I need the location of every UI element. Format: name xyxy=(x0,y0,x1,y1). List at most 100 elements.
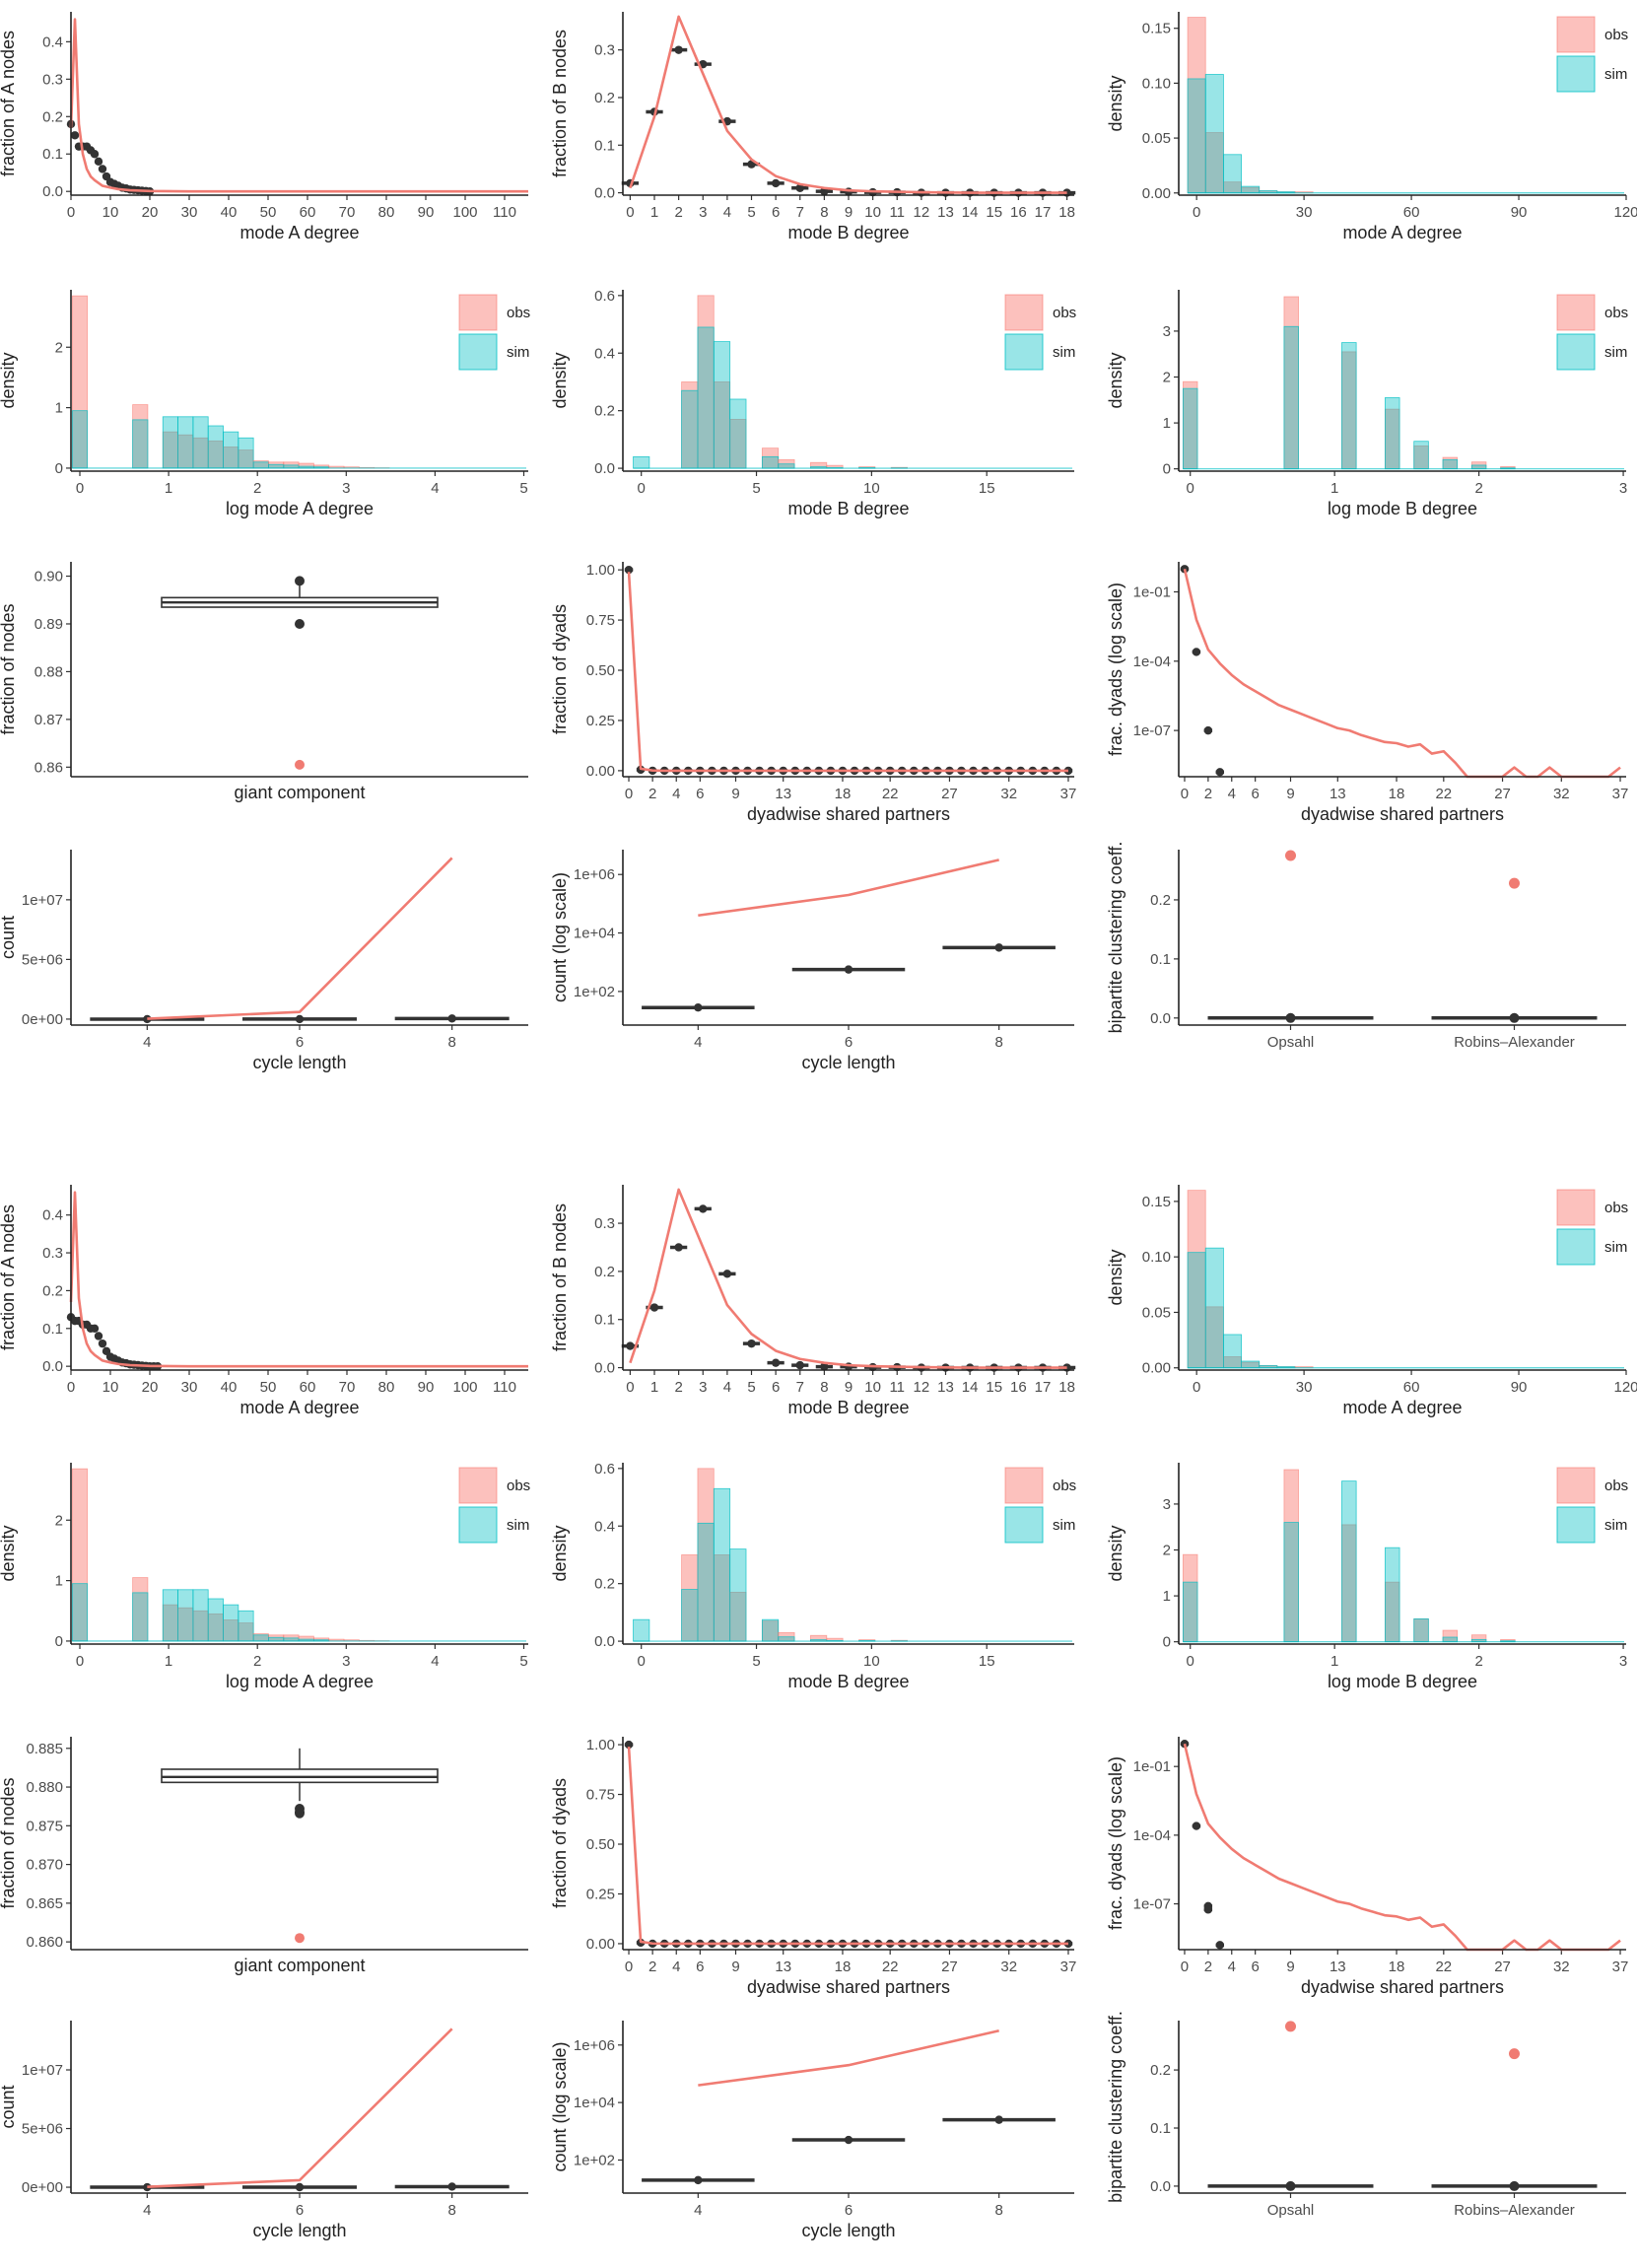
x-tick-label: 10 xyxy=(863,480,880,497)
y-tick-label: 0.6 xyxy=(594,1461,615,1478)
x-axis-title: dyadwise shared partners xyxy=(747,804,950,824)
sim-point xyxy=(795,1360,804,1370)
y-axis-title: fraction of nodes xyxy=(0,1777,18,1908)
x-axis-category: giant component xyxy=(234,783,365,802)
x-tick-label: 0 xyxy=(1181,1959,1189,1975)
y-tick-label: 0.1 xyxy=(1150,951,1171,968)
x-tick-label: 6 xyxy=(296,2202,304,2219)
x-tick-label: 0 xyxy=(67,1379,75,1396)
x-tick-label: 30 xyxy=(181,204,198,221)
x-tick-label: 60 xyxy=(1403,1379,1420,1396)
y-tick-label: 2 xyxy=(55,339,63,356)
sim-point xyxy=(694,1003,703,1012)
x-tick-label: 0 xyxy=(625,1959,633,1975)
y-tick-label: 0.3 xyxy=(42,71,63,88)
legend: obs sim xyxy=(1556,294,1628,371)
x-tick-label: 6 xyxy=(1251,786,1259,802)
x-tick-label: 27 xyxy=(941,786,958,802)
x-axis-title: dyadwise shared partners xyxy=(1301,1977,1504,1997)
panel-B8: 1e+02 1e+04 1e+06 4 6 8 cycle length count (log… xyxy=(550,2021,1074,2240)
x-tick-label: 120 xyxy=(1613,204,1637,221)
y-tick-label: 1 xyxy=(1163,1588,1171,1605)
sim-point xyxy=(447,2182,456,2191)
x-tick-label: 0 xyxy=(638,480,646,497)
x-tick-label: 6 xyxy=(696,786,704,802)
x-axis-title: dyadwise shared partners xyxy=(1301,804,1504,824)
legend-sim-label: sim xyxy=(1053,344,1075,361)
y-axis-title: count (log scale) xyxy=(550,872,570,1002)
x-tick-label: 18 xyxy=(1058,204,1075,221)
y-tick-label: 0.0 xyxy=(594,1633,615,1650)
x-tick-label: 100 xyxy=(452,204,477,221)
y-tick-label: 0.3 xyxy=(594,1215,615,1232)
y-tick-label: 0.50 xyxy=(586,662,615,679)
sim-bar xyxy=(1413,441,1429,470)
sim-point xyxy=(295,2182,305,2192)
y-tick-label: 0.0 xyxy=(594,1360,615,1377)
x-axis-title: cycle length xyxy=(252,2221,346,2240)
x-tick-label: 90 xyxy=(1511,204,1528,221)
observed-line xyxy=(147,2027,453,2188)
panel-B3: 0.00 0.25 0.50 0.75 1.00 0 2 4 6 9 13 18 22 27 32 37 dya… xyxy=(550,562,1076,824)
sim-bar xyxy=(1241,1360,1261,1369)
y-tick-label: 0.4 xyxy=(594,345,615,362)
x-tick-label: 1 xyxy=(165,480,172,497)
legend-sim-key xyxy=(1556,1228,1596,1266)
y-tick-label: 0.4 xyxy=(594,1518,615,1535)
x-axis-title: mode B degree xyxy=(787,499,909,518)
observed-line xyxy=(147,857,453,1020)
sim-bar xyxy=(1442,458,1459,470)
y-axis-title: fraction of A nodes xyxy=(0,31,18,176)
y-tick-label: 0 xyxy=(1163,461,1171,478)
x-tick-label: 9 xyxy=(1286,1959,1294,1975)
y-tick-label: 0.4 xyxy=(42,1207,63,1224)
x-tick-label: 10 xyxy=(102,1379,119,1396)
x-tick-label: 2 xyxy=(1204,786,1212,802)
sim-point xyxy=(795,183,804,192)
sim-point xyxy=(626,1341,635,1350)
legend-obs-label: obs xyxy=(507,1478,530,1494)
y-tick-label: 1e+02 xyxy=(574,984,615,1000)
y-tick-label: 0.00 xyxy=(586,763,615,780)
x-tick-label: 110 xyxy=(493,1379,516,1396)
sim-bar xyxy=(778,463,795,469)
legend-obs-key xyxy=(1004,1467,1044,1504)
sim-bar xyxy=(1341,342,1357,470)
x-tick-label: 9 xyxy=(845,1379,853,1396)
x-tick-label: 6 xyxy=(1251,1959,1259,1975)
x-tick-label: 6 xyxy=(696,1959,704,1975)
x-tick-label: Robins–Alexander xyxy=(1454,1034,1575,1051)
sim-bar xyxy=(252,461,269,469)
x-tick-label: 22 xyxy=(1435,786,1452,802)
sim-point xyxy=(90,150,100,159)
y-axis-title: bipartite clustering coeff. xyxy=(1106,842,1125,1034)
y-tick-label: 0.2 xyxy=(1150,2062,1171,2079)
y-tick-label: 0 xyxy=(1163,1634,1171,1651)
x-tick-label: 10 xyxy=(864,204,881,221)
y-tick-label: 0.2 xyxy=(42,108,63,125)
x-tick-label: 11 xyxy=(889,204,905,221)
x-tick-label: 6 xyxy=(296,1034,304,1051)
y-tick-label: 0.2 xyxy=(594,1264,615,1280)
legend-sim-label: sim xyxy=(1604,1239,1627,1256)
legend: obs sim xyxy=(458,294,530,371)
x-tick-label: 14 xyxy=(962,204,979,221)
x-tick-label: 5 xyxy=(752,480,760,497)
x-tick-label: 18 xyxy=(835,1959,852,1975)
sim-point xyxy=(624,1740,634,1750)
y-tick-label: 0.1 xyxy=(594,137,615,154)
legend-sim-label: sim xyxy=(1053,1517,1075,1534)
y-tick-label: 1e+04 xyxy=(574,2095,615,2111)
x-axis-title: dyadwise shared partners xyxy=(747,1977,950,1997)
sim-bar xyxy=(1182,1581,1198,1643)
y-axis-title: density xyxy=(1106,1249,1125,1305)
x-tick-label: 18 xyxy=(1389,786,1405,802)
panel-B4: 1e+02 1e+04 1e+06 4 6 8 cycle length count (log… xyxy=(550,850,1074,1072)
y-tick-label: 1e+02 xyxy=(574,2152,615,2168)
y-tick-label: 3 xyxy=(1163,1496,1171,1513)
legend-obs-label: obs xyxy=(1604,27,1628,43)
y-axis-title: bipartite clustering coeff. xyxy=(1106,2011,1125,2203)
legend-obs-key xyxy=(1556,16,1596,53)
sim-bar xyxy=(1413,1617,1429,1643)
sim-point xyxy=(98,1339,107,1348)
